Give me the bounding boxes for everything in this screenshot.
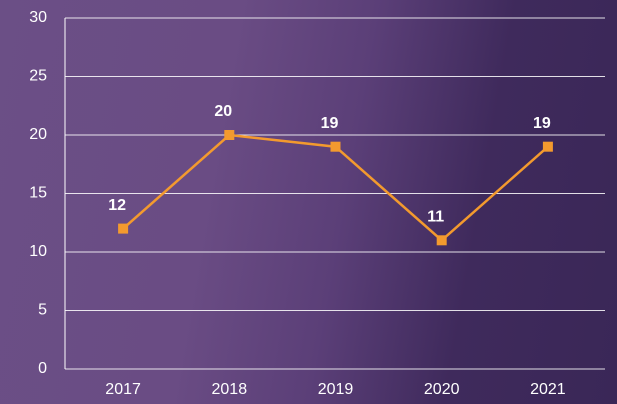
y-tick-label: 25 (29, 68, 47, 85)
marker (543, 142, 553, 152)
data-label: 19 (321, 115, 339, 132)
x-tick-label: 2019 (318, 381, 354, 398)
marker (224, 130, 234, 140)
data-label: 19 (533, 115, 551, 132)
y-tick-label: 15 (29, 185, 47, 202)
data-label: 12 (108, 197, 126, 214)
data-label: 20 (214, 103, 232, 120)
y-tick-label: 30 (29, 9, 47, 26)
x-tick-label: 2021 (530, 381, 566, 398)
x-tick-label: 2018 (212, 381, 248, 398)
marker (437, 235, 447, 245)
marker (331, 142, 341, 152)
data-label: 11 (427, 209, 444, 226)
x-tick-label: 2020 (424, 381, 460, 398)
y-tick-label: 5 (38, 302, 47, 319)
y-tick-label: 20 (29, 126, 47, 143)
x-tick-label: 2017 (105, 381, 141, 398)
chart: 0510152025302017201820192020202112201911… (0, 0, 617, 404)
page: {"chart_data": {"type": "line", "categor… (0, 0, 617, 404)
y-tick-label: 10 (29, 243, 47, 260)
marker (118, 224, 128, 234)
y-tick-label: 0 (38, 360, 47, 377)
